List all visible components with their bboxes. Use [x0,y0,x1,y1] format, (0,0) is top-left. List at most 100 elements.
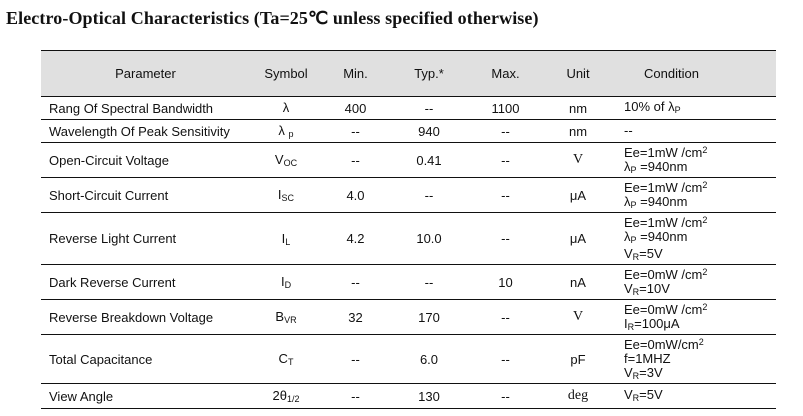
condition-line: Ee=0mW/cm2 [624,335,776,352]
symbol-base: I [280,274,285,289]
parameter-cell: Reverse Light Current [41,212,250,265]
condition-text: f=1MHZ [624,351,671,366]
max-cell: -- [469,142,542,178]
condition-text: R [632,371,640,381]
symbol-subscript: VR [284,315,297,325]
unit-cell: V [542,142,614,178]
condition-line: IR=100μA [624,317,776,334]
typ-cell: 0.41 [389,142,469,178]
condition-text: 2 [702,215,708,225]
header-row: Parameter Symbol Min. Typ.* Max. Unit Co… [41,50,776,97]
unit-cell: nA [542,264,614,300]
condition-text: -- [624,123,633,138]
condition-text: 10% of λ [624,98,675,114]
symbol-cell: ISC [250,177,322,213]
unit-cell: μA [542,177,614,213]
condition-text: =5V [639,386,663,402]
symbol-subscript: p [288,129,294,139]
condition-text: 2 [698,337,704,347]
condition-cell: Ee=1mW /cm2 λP =940nm [614,177,776,213]
condition-text: R [632,392,640,403]
symbol-subscript: D [284,280,292,290]
unit-cell: nm [542,96,614,120]
typ-cell: -- [389,264,469,300]
symbol-subscript: 1/2 [286,394,300,404]
min-cell: -- [322,142,389,178]
condition-text: =940nm [636,229,688,244]
header-parameter: Parameter [41,50,250,97]
parameter-cell: Total Capacitance [41,334,250,384]
condition-text: V [624,281,633,296]
condition-cell: Ee=1mW /cm2 λP =940nm VR=5V [614,212,776,265]
symbol-cell: CT [250,334,322,384]
condition-text: P [674,104,681,115]
condition-text: Ee=1mW /cm [624,180,703,195]
header-condition: Condition [614,50,776,97]
min-cell: 32 [322,299,389,335]
condition-text: λ [624,159,631,174]
table-row: Short-Circuit Current ISC 4.0 -- -- μA Ee=1mW … [41,177,776,213]
condition-cell: Ee=0mW /cm2 VR=10V [614,264,776,300]
symbol-subscript: OC [283,158,298,168]
condition-text: Ee=1mW /cm [624,215,703,230]
table-row: Total Capacitance CT -- 6.0 -- pF Ee=0mW/cm2 f=… [41,334,776,384]
parameter-cell: Reverse Breakdown Voltage [41,299,250,335]
table-row: View Angle 2θ1/2 -- 130 -- deg VR=5V [41,383,776,409]
symbol-cell: λ [250,96,322,120]
header-symbol: Symbol [250,50,322,97]
min-cell: 400 [322,96,389,120]
table-row: Rang Of Spectral Bandwidth λ 400 -- 1100 nm 10… [41,96,776,120]
table-row: Reverse Light Current IL 4.2 10.0 -- μA Ee=1mW… [41,212,776,265]
typ-cell: -- [389,96,469,120]
condition-cell: Ee=0mW /cm2 IR=100μA [614,299,776,335]
condition-text: Ee=1mW /cm [624,145,703,160]
condition-text: P [630,235,637,245]
condition-cell: Ee=1mW /cm2 λP =940nm [614,142,776,178]
max-cell: -- [469,177,542,213]
max-cell: -- [469,119,542,143]
condition-text: =940nm [636,159,688,174]
condition-text: Ee=0mW /cm [624,267,703,282]
condition-line: VR=5V [624,386,776,405]
max-cell: -- [469,212,542,265]
typ-cell: 130 [389,383,469,409]
condition-text: 2 [702,180,708,190]
parameter-cell: Short-Circuit Current [41,177,250,213]
condition-line: VR=5V [624,247,776,264]
condition-text: V [624,365,633,380]
condition-text: =5V [639,246,663,261]
header-unit: Unit [542,50,614,97]
header-max: Max. [469,50,542,97]
condition-text: 2 [702,302,708,312]
condition-text: 2 [702,145,708,155]
condition-text: λ [624,194,631,209]
symbol-base: λ [282,100,290,115]
characteristics-table: Parameter Symbol Min. Typ.* Max. Unit Co… [41,50,776,409]
symbol-subscript: L [285,236,291,247]
symbol-base: 2θ [272,388,287,403]
condition-text: =3V [639,365,663,380]
unit-cell: μA [542,212,614,265]
condition-cell: -- [614,119,776,143]
condition-line: λP =940nm [624,160,776,177]
symbol-subscript: T [287,357,294,367]
unit-cell: pF [542,334,614,384]
condition-text: R [632,287,640,297]
condition-line: f=1MHZ [624,352,776,366]
condition-text: =10V [639,281,670,296]
table-row: Dark Reverse Current ID -- -- 10 nA Ee=0mW /cm… [41,264,776,300]
condition-line: λP =940nm [624,195,776,212]
max-cell: 10 [469,264,542,300]
parameter-cell: View Angle [41,383,250,409]
symbol-base: V [274,152,284,167]
condition-text: =100μA [634,316,680,331]
unit-cell: V [542,299,614,335]
condition-line: 10% of λP [624,98,776,117]
condition-line: Ee=1mW /cm2 [624,213,776,230]
condition-text: V [624,386,633,402]
max-cell: -- [469,383,542,409]
typ-cell: 170 [389,299,469,335]
condition-line: Ee=1mW /cm2 [624,178,776,195]
condition-cell: Ee=0mW/cm2 f=1MHZ VR=3V [614,334,776,384]
symbol-base: B [275,309,285,324]
